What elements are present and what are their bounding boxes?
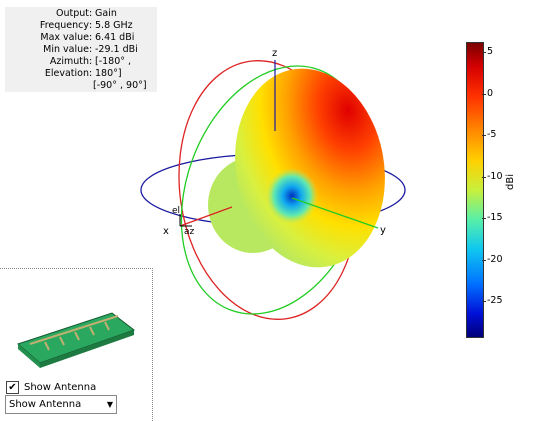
info-separator: :: [89, 20, 93, 31]
colorbar-tick-label: -15: [487, 212, 503, 223]
show-antenna-checkbox[interactable]: ✔: [6, 381, 19, 394]
chevron-down-icon[interactable]: ▼: [106, 400, 113, 409]
info-value: 5.8 GHz: [95, 20, 133, 31]
info-key: Frequency: [39, 20, 89, 31]
info-panel: Output : Gain Frequency : 5.8 GHz Max va…: [5, 7, 157, 92]
colorbar-tick-mark: [482, 260, 486, 261]
info-key: Elevation: [44, 68, 89, 79]
info-key: Azimuth: [49, 56, 89, 67]
x-axis-label: x: [163, 226, 169, 237]
info-value: Gain: [95, 8, 117, 19]
info-value: [-90° , 90°]: [93, 80, 147, 91]
y-axis-label: y: [380, 225, 386, 236]
colorbar-tick-mark: [482, 218, 486, 219]
colorbar-tick-mark: [482, 94, 486, 95]
info-value: 6.41 dBi: [95, 32, 135, 43]
colorbar-tick-mark: [482, 177, 486, 178]
x-axis: [179, 206, 233, 227]
y-axis: [291, 197, 379, 229]
show-antenna-dropdown[interactable]: Show Antenna ▼: [5, 395, 117, 414]
info-separator: :: [89, 68, 93, 79]
info-row-frequency: Frequency : 5.8 GHz: [5, 20, 157, 32]
colorbar-tick-label: 0: [487, 88, 494, 99]
info-row-elevation: Elevation : 180°]: [5, 68, 157, 80]
pattern-null: [266, 168, 318, 224]
colorbar-tick-mark: [482, 52, 486, 53]
colorbar-tick-label: -20: [487, 254, 503, 265]
info-value: 180°]: [95, 68, 122, 79]
info-value: -29.1 dBi: [95, 44, 138, 55]
info-row-output: Output : Gain: [5, 8, 157, 20]
info-key: Min value: [43, 44, 89, 55]
radiation-pattern-plot[interactable]: z y x el az: [0, 0, 460, 330]
colorbar-tick-label: -5: [487, 129, 497, 140]
azimuth-label: az: [184, 227, 195, 237]
info-separator: :: [89, 44, 93, 55]
show-antenna-checkbox-label[interactable]: Show Antenna: [24, 382, 97, 393]
colorbar-tick-label: 5: [487, 46, 494, 57]
dropdown-selected-value: Show Antenna: [9, 399, 82, 410]
info-separator: :: [89, 8, 93, 19]
info-row-continuation: [-90° , 90°]: [5, 80, 157, 92]
elevation-label: el: [172, 206, 180, 216]
info-value: [-180° ,: [95, 56, 132, 67]
colorbar-tick-mark: [482, 135, 486, 136]
gain-pattern-surface: [208, 68, 385, 268]
info-row-azimuth: Azimuth : [-180° ,: [5, 56, 157, 68]
info-row-max: Max value : 6.41 dBi: [5, 32, 157, 44]
antenna-preview-pane: [0, 268, 153, 421]
z-axis-label: z: [272, 48, 277, 59]
colorbar-tick-label: -10: [487, 171, 503, 182]
colorbar-tick-mark: [482, 301, 486, 302]
info-key: Output: [56, 8, 89, 19]
info-separator: :: [89, 32, 93, 43]
colorbar-tick-label: -25: [487, 295, 503, 306]
colorbar-unit-label: dBi: [505, 174, 516, 190]
antenna-board-icon: [17, 312, 136, 368]
info-separator: :: [89, 56, 93, 67]
colorbar: [466, 42, 484, 338]
info-row-min: Min value : -29.1 dBi: [5, 44, 157, 56]
info-key: Max value: [40, 32, 89, 43]
